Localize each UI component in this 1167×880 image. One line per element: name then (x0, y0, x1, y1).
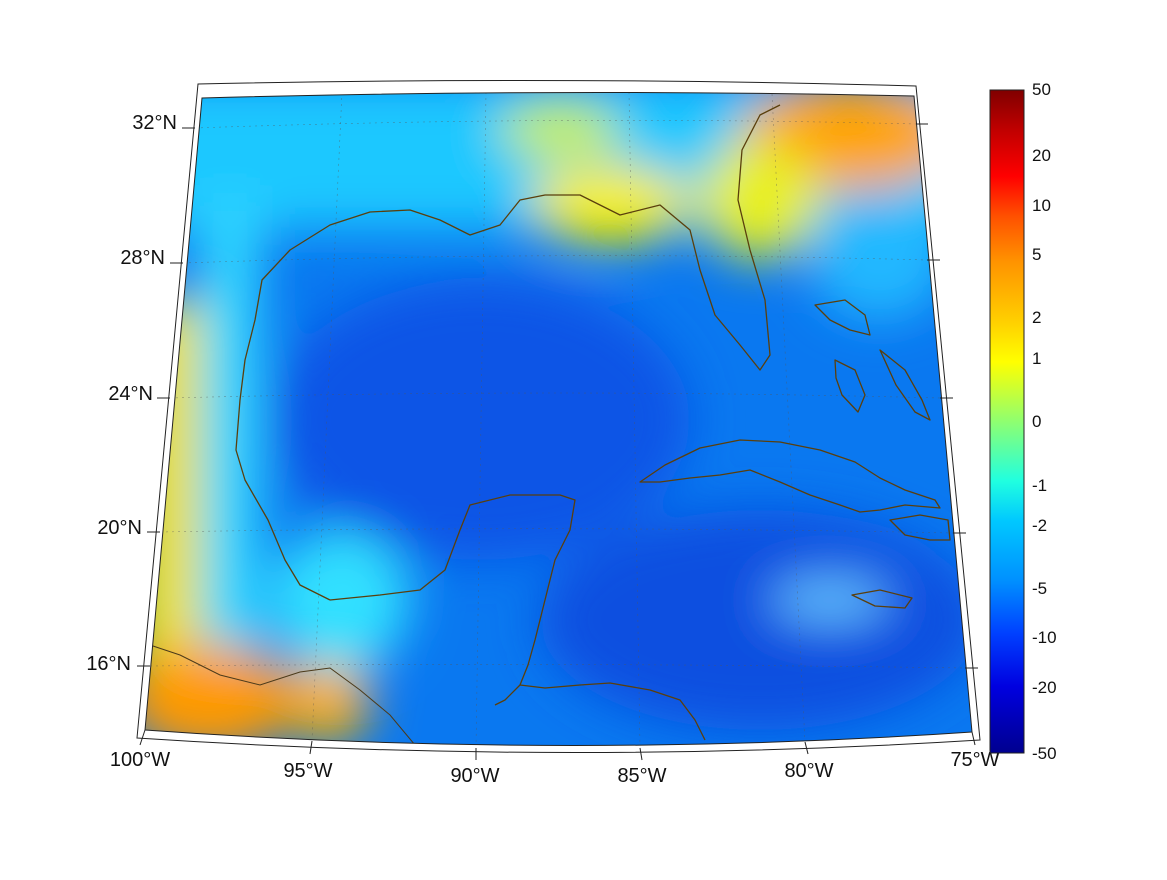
lon-label-100: 100°W (110, 749, 170, 771)
cb-tick: -50 (1032, 744, 1057, 763)
cb-tick: 2 (1032, 308, 1041, 327)
coastlines (149, 104, 951, 746)
cb-tick: 5 (1032, 245, 1041, 264)
data-field (145, 92, 972, 746)
frame-ticks (137, 123, 978, 761)
lon-label-90: 90°W (450, 765, 499, 787)
cb-tick: 0 (1032, 412, 1041, 431)
lon-label-75: 75°W (950, 749, 999, 771)
longitude-labels: 100°W 95°W 90°W 85°W 80°W 75°W (110, 749, 1000, 787)
cb-tick: -1 (1032, 476, 1047, 495)
lon-label-80: 80°W (784, 760, 833, 782)
colorbar-scale (989, 89, 1025, 754)
cb-tick: -20 (1032, 678, 1057, 697)
cb-tick: 1 (1032, 349, 1041, 368)
lon-label-85: 85°W (617, 765, 666, 787)
cb-tick: -2 (1032, 516, 1047, 535)
cb-tick: 20 (1032, 146, 1051, 165)
cb-tick: 10 (1032, 196, 1051, 215)
map-frame-outer (136, 79, 981, 754)
lat-label-32: 32°N (132, 112, 177, 134)
lat-label-20: 20°N (97, 517, 142, 539)
colorbar-ticks: 50 20 10 5 2 1 0 -1 -2 -5 -10 -20 -50 (1032, 80, 1057, 763)
colorbar: 50 20 10 5 2 1 0 -1 -2 -5 -10 -20 -50 (989, 80, 1057, 763)
lat-label-28: 28°N (120, 247, 165, 269)
cb-tick: -10 (1032, 628, 1057, 647)
lat-label-24: 24°N (108, 383, 153, 405)
cb-tick: -5 (1032, 579, 1047, 598)
graticule (149, 92, 966, 746)
lon-label-95: 95°W (283, 760, 332, 782)
latitude-labels: 32°N 28°N 24°N 20°N 16°N (86, 112, 177, 675)
map-frame (144, 91, 973, 747)
cb-tick: 50 (1032, 80, 1051, 99)
lat-label-16: 16°N (86, 653, 131, 675)
